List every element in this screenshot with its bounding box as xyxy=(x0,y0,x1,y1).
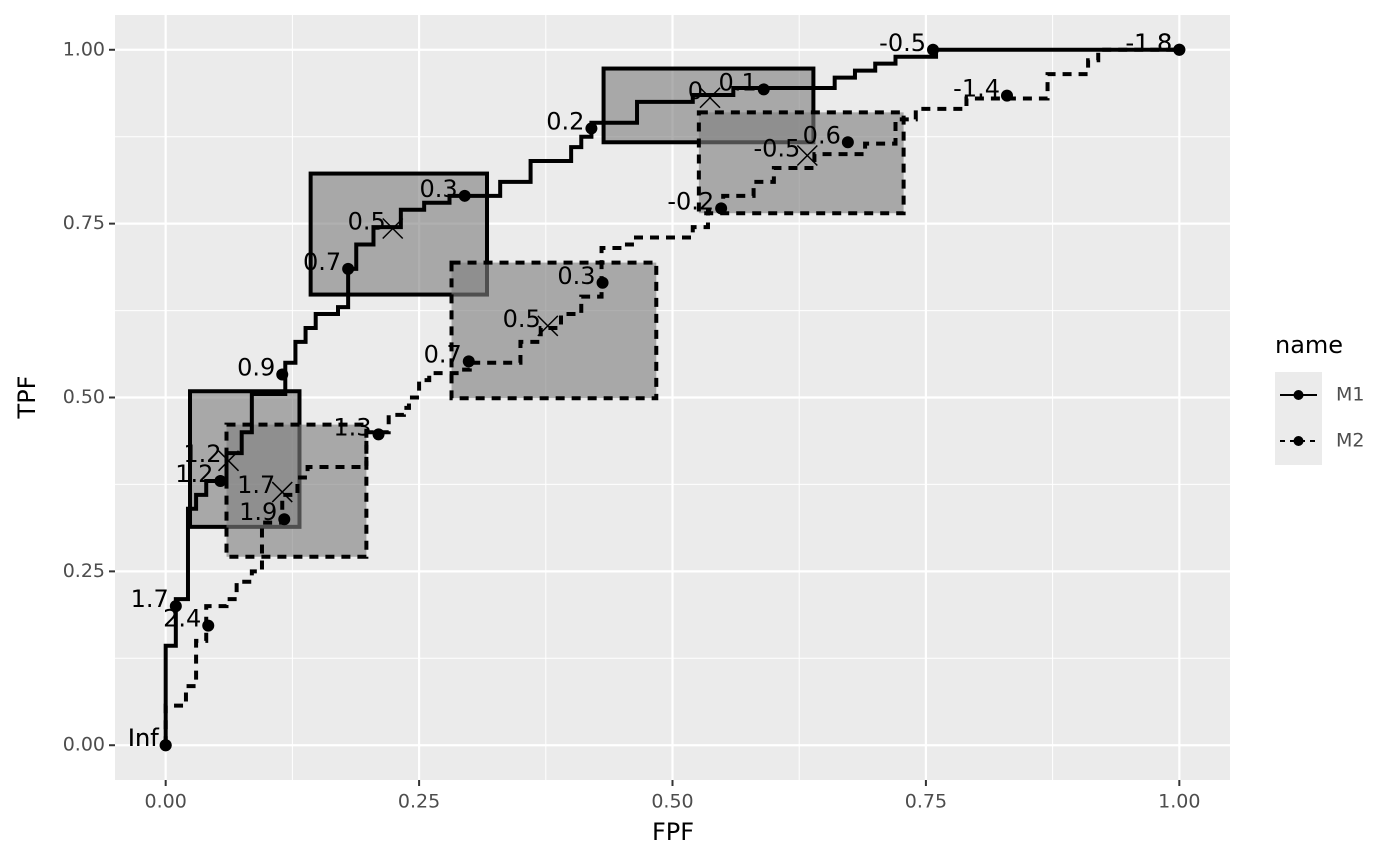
y-tick-label: 0.50 xyxy=(63,386,105,408)
confidence-region xyxy=(449,260,659,401)
region-center xyxy=(796,144,818,167)
cutoff-point xyxy=(342,262,355,275)
cutoff-label: -0.2 xyxy=(667,187,714,215)
region-center xyxy=(537,315,559,337)
region-center xyxy=(271,481,293,503)
region-label: 0.5 xyxy=(503,305,541,333)
region-label: 1.2 xyxy=(183,440,221,468)
region-center xyxy=(217,450,240,472)
cutoff-point xyxy=(372,428,385,441)
y-tick-label: 0.75 xyxy=(63,212,105,234)
cutoff-label: 0.3 xyxy=(420,175,458,203)
y-tick-label: 0.25 xyxy=(63,560,105,582)
cutoff-point xyxy=(276,368,289,381)
cutoff-label: 1.3 xyxy=(333,413,371,441)
cutoff-point xyxy=(278,513,291,526)
legend-label: M2 xyxy=(1336,430,1364,452)
cutoff-point xyxy=(841,136,854,149)
legend-key-point xyxy=(1293,390,1304,400)
cutoff-label: 0.2 xyxy=(546,107,584,135)
x-tick-label: 0.75 xyxy=(905,791,947,813)
x-tick-label: 0.00 xyxy=(145,791,187,813)
x-tick-label: 0.50 xyxy=(651,791,693,813)
cutoff-label: -1.8 xyxy=(1125,29,1172,57)
x-tick-label: 0.25 xyxy=(398,791,440,813)
cutoff-label: Inf xyxy=(128,724,159,752)
cutoff-label: Inf xyxy=(128,724,159,752)
y-tick-label: 0.00 xyxy=(63,734,105,756)
cutoff-point xyxy=(159,739,172,752)
cutoff-label: -1.4 xyxy=(953,75,1000,103)
cutoff-label: 0.7 xyxy=(424,340,462,368)
cutoff-point xyxy=(458,189,471,202)
region-label: -0.5 xyxy=(753,134,800,162)
cutoff-point xyxy=(715,202,728,215)
cutoff-label: -0.5 xyxy=(879,29,926,57)
cutoff-point xyxy=(1001,89,1013,102)
roc-curve xyxy=(163,47,1180,746)
region-label: 0 xyxy=(688,77,703,105)
cutoff-label: -1.8 xyxy=(1125,29,1172,57)
cutoff-point xyxy=(462,355,475,368)
region-label: 0.5 xyxy=(348,208,386,236)
cutoff-label: 1.2 xyxy=(175,460,213,488)
cutoff-label: 1.7 xyxy=(131,585,169,613)
cutoff-label: 0.7 xyxy=(303,248,341,276)
cutoff-point xyxy=(202,619,215,632)
region-center xyxy=(699,87,721,109)
confidence-region xyxy=(696,110,906,216)
cutoff-label: 0.3 xyxy=(557,262,595,290)
cutoff-label: 1.9 xyxy=(239,498,277,526)
legend-key-point xyxy=(1293,436,1304,446)
cutoff-label: 0.9 xyxy=(237,354,275,382)
cutoff-point xyxy=(927,43,940,56)
legend-key-background xyxy=(1275,372,1322,465)
y-tick-label: 1.00 xyxy=(63,38,105,60)
cutoff-label: 0.6 xyxy=(803,121,841,149)
region-center xyxy=(382,217,404,240)
cutoff-label: 0.1 xyxy=(719,68,757,96)
x-axis-title: FPF xyxy=(652,818,694,846)
cutoff-point xyxy=(596,276,609,289)
cutoff-point xyxy=(1173,43,1186,56)
x-tick-label: 1.00 xyxy=(1158,791,1200,813)
legend-label: M1 xyxy=(1336,384,1364,406)
cutoff-point xyxy=(585,122,598,135)
cutoff-label: 2.4 xyxy=(163,605,201,633)
cutoff-point xyxy=(169,600,182,613)
cutoff-point xyxy=(214,474,227,487)
region-label: 1.7 xyxy=(237,471,275,499)
legend-title: name xyxy=(1275,331,1343,359)
cutoff-point xyxy=(757,83,770,96)
y-axis-title: TPF xyxy=(13,376,41,420)
